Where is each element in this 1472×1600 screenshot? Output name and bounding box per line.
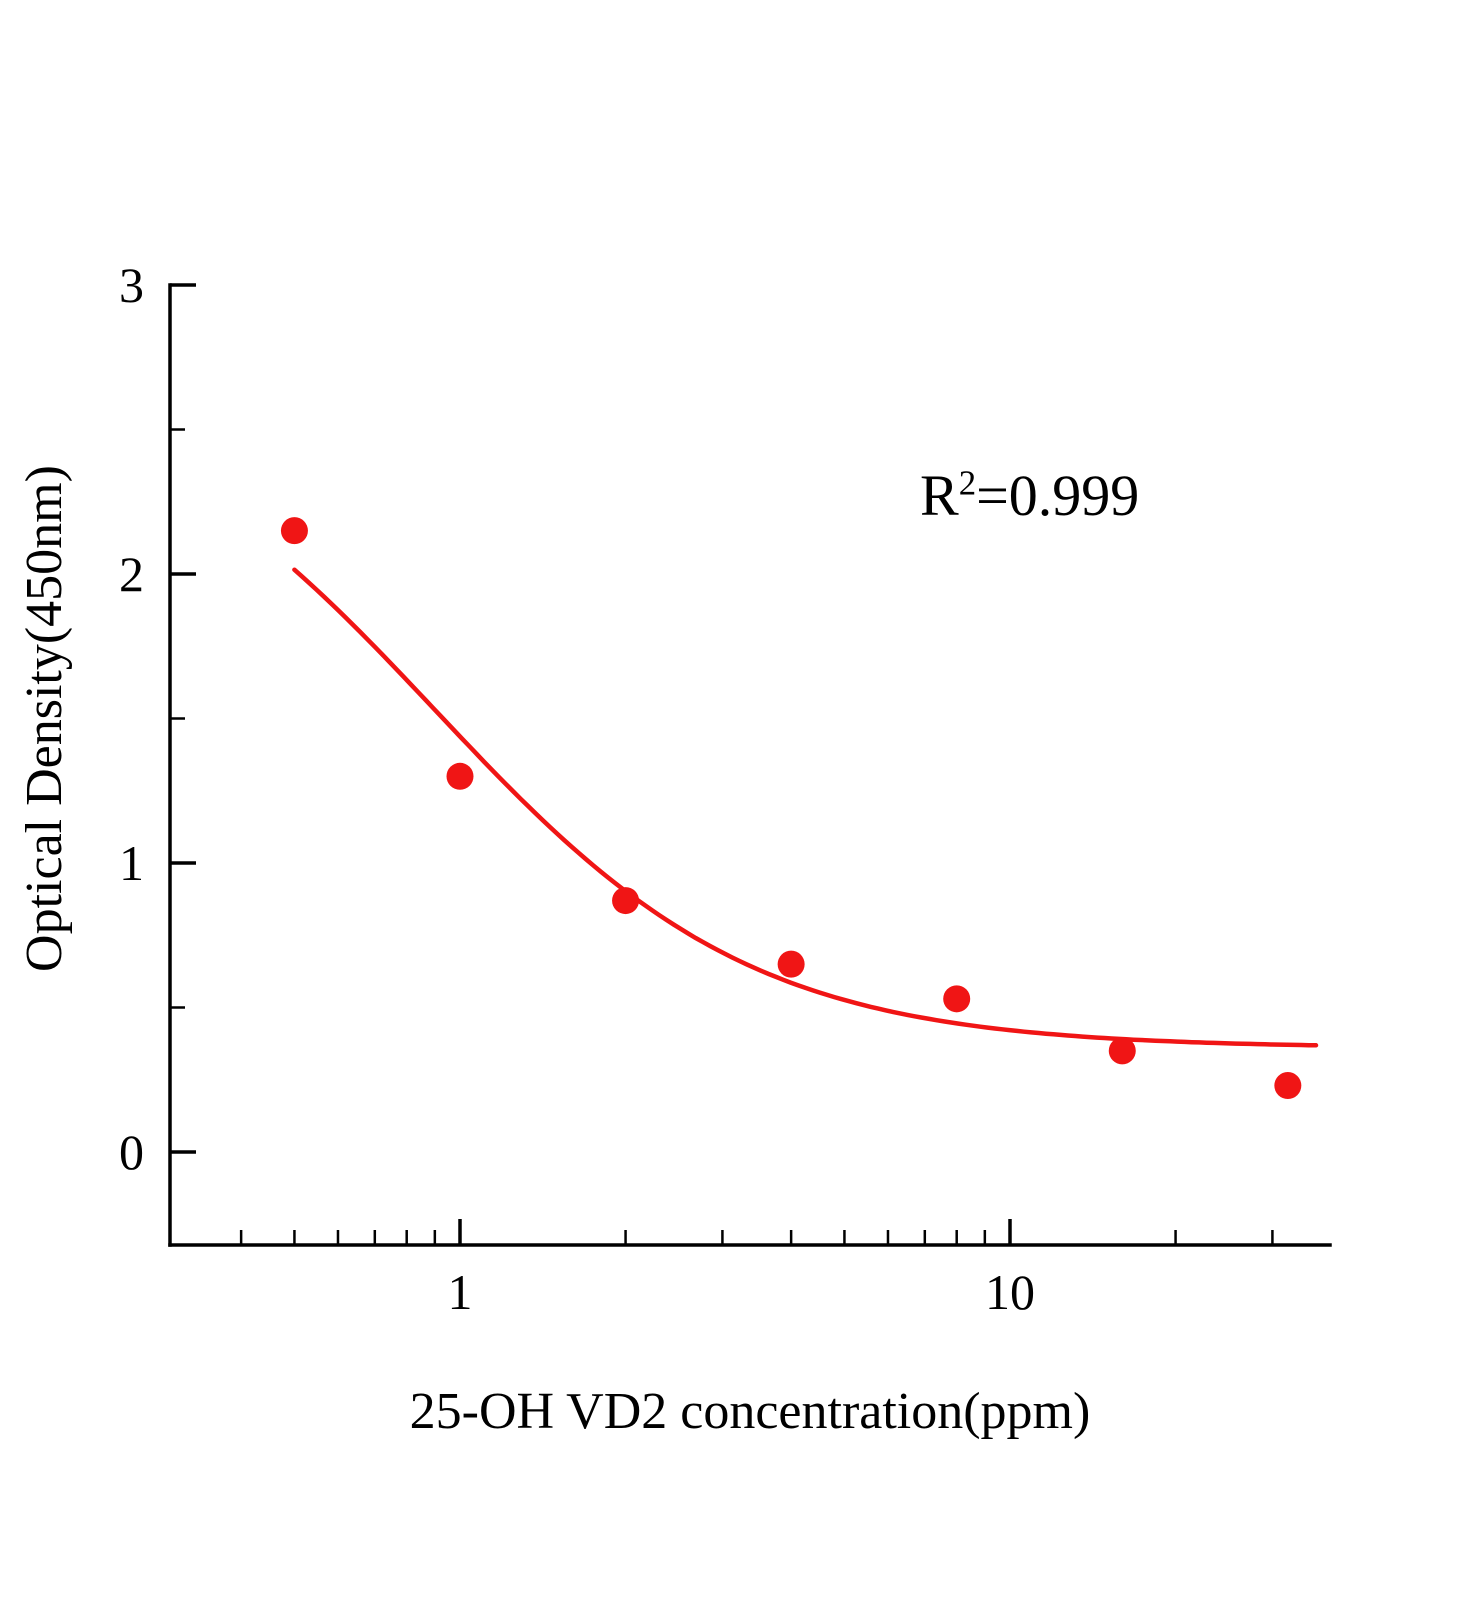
data-point (446, 762, 474, 790)
r-squared-base: R (920, 463, 959, 528)
y-axis-title: Optical Density(450nm) (8, 285, 80, 1152)
data-point (612, 887, 640, 915)
data-point (280, 517, 308, 545)
y-tick-label: 2 (119, 546, 144, 602)
data-point (777, 950, 805, 978)
x-axis-title: 25-OH VD2 concentration(ppm) (409, 1383, 1091, 1440)
y-axis-title-text: Optical Density(450nm) (15, 465, 73, 972)
fit-curve (292, 567, 1319, 1048)
x-tick-label: 10 (985, 1264, 1035, 1320)
r-squared-exponent: 2 (958, 463, 977, 503)
data-point (1274, 1072, 1302, 1100)
y-tick-label: 1 (119, 835, 144, 891)
r-squared-annotation: R2=0.999 (920, 462, 1139, 529)
r-squared-value: =0.999 (976, 463, 1140, 528)
y-tick-label: 0 (119, 1124, 144, 1180)
x-tick-label: 1 (448, 1264, 473, 1320)
y-tick-label: 3 (119, 257, 144, 313)
data-point (943, 985, 971, 1013)
data-point (1108, 1037, 1136, 1065)
